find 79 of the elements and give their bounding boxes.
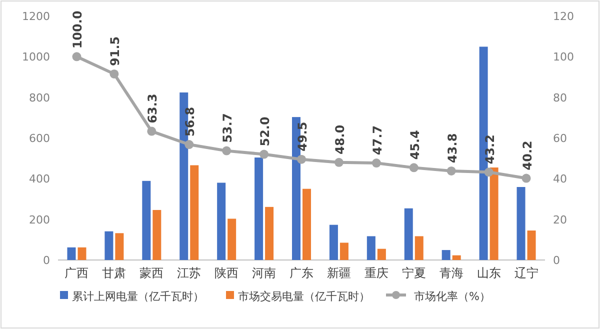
data-label: 40.2 [520, 140, 534, 170]
legend-label: 市场交易电量（亿千瓦时） [238, 290, 370, 303]
bar [377, 248, 386, 260]
bar [217, 182, 226, 260]
bar [516, 187, 526, 260]
bar [340, 242, 348, 260]
y2-tick-label: 20 [553, 213, 567, 226]
data-label: 48.0 [332, 124, 347, 154]
y2-tick-label: 60 [553, 132, 567, 145]
bar [452, 255, 461, 260]
x-tick-label: 河南 [252, 266, 276, 280]
bar [265, 206, 274, 260]
point [372, 158, 381, 168]
bar [190, 165, 199, 260]
y-tick-label: 600 [29, 132, 50, 145]
bar [152, 210, 162, 260]
data-label: 91.5 [108, 36, 122, 66]
x-tick-label: 青海 [439, 266, 464, 280]
data-label: 53.7 [220, 113, 235, 143]
bar [104, 231, 114, 260]
point [297, 154, 306, 164]
point [334, 158, 344, 167]
y2-tick-label: 40 [553, 172, 567, 186]
bar [228, 218, 236, 260]
point [522, 174, 531, 183]
x-tick-label: 辽宁 [514, 266, 538, 280]
data-label: 100.0 [70, 10, 85, 49]
y-tick-label: 1000 [22, 50, 50, 64]
data-label: 43.8 [445, 133, 460, 163]
data-label: 49.5 [296, 122, 310, 152]
y-tick-label: 0 [43, 254, 50, 267]
point [184, 140, 194, 150]
x-tick-label: 广西 [64, 266, 89, 280]
data-label: 43.2 [482, 134, 497, 164]
x-tick-label: 重庆 [364, 266, 388, 280]
x-tick-label: 新疆 [326, 266, 351, 280]
data-label: 47.7 [370, 125, 384, 156]
x-tick-label: 甘肃 [102, 266, 126, 280]
bar [302, 188, 311, 260]
legend-label: 市场化率（%） [414, 290, 490, 303]
x-tick-label: 江苏 [177, 266, 202, 280]
bar [404, 208, 413, 260]
point [484, 168, 494, 177]
y2-tick-label: 100 [553, 50, 574, 64]
data-label: 56.8 [183, 106, 198, 137]
point [446, 166, 456, 176]
data-label: 52.0 [258, 116, 272, 146]
bar [329, 224, 338, 260]
x-tick-label: 山东 [476, 266, 501, 280]
bar [254, 158, 264, 260]
legend-label: 累计上网电量（亿千瓦时） [72, 290, 204, 303]
bar [527, 230, 536, 260]
y2-tick-label: 0 [553, 254, 560, 267]
y-tick-label: 400 [29, 172, 50, 186]
bar [142, 180, 151, 260]
x-tick-label: 蒙西 [140, 266, 164, 280]
bar [78, 247, 86, 260]
point [72, 52, 82, 62]
bar [115, 233, 124, 260]
y-tick-label: 200 [29, 213, 50, 226]
bar [366, 236, 376, 260]
point [110, 69, 119, 78]
bar [67, 247, 76, 260]
y2-tick-label: 120 [553, 10, 574, 23]
point [260, 150, 269, 159]
point [222, 146, 232, 156]
y-tick-label: 800 [29, 91, 50, 104]
point [147, 126, 156, 136]
x-tick-label: 广东 [290, 266, 314, 280]
point [409, 163, 418, 172]
x-tick-label: 宁夏 [402, 266, 426, 280]
bar [442, 250, 450, 260]
bar [490, 167, 498, 260]
bar [414, 236, 424, 260]
data-label: 45.4 [408, 130, 422, 160]
data-label: 63.3 [146, 94, 160, 124]
y2-tick-label: 80 [553, 91, 567, 104]
x-tick-label: 陕西 [214, 266, 239, 280]
y-tick-label: 1200 [22, 10, 50, 23]
